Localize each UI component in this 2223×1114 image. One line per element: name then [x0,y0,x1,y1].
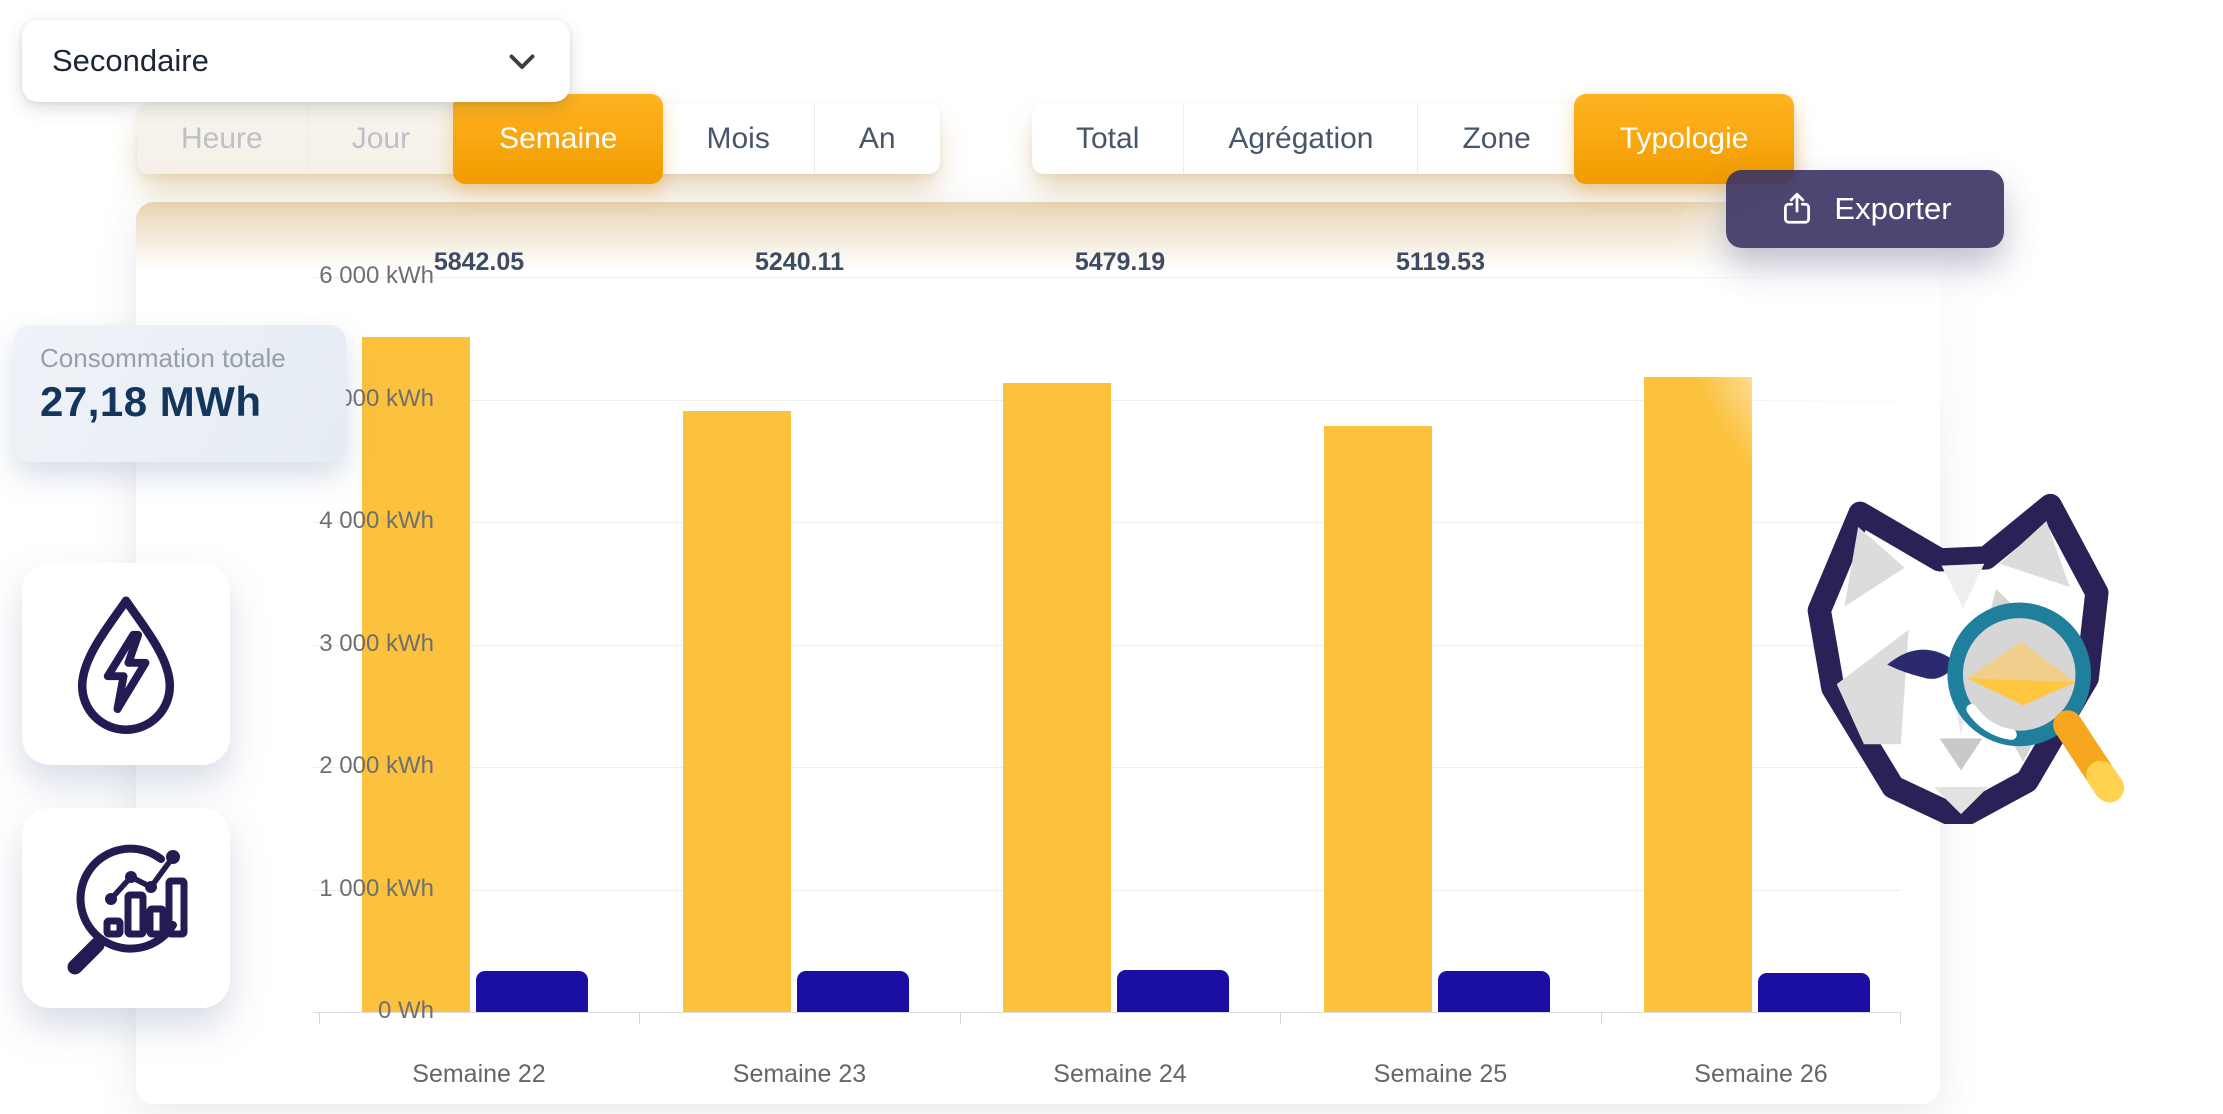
gridline [313,1012,1901,1013]
x-axis-label: Semaine 24 [1053,1060,1187,1088]
tab-mois[interactable]: Mois [706,122,770,155]
bar-barres-jaunes-semaine-26[interactable] [1644,377,1752,1012]
x-axis-label: Semaine 25 [1373,1060,1508,1088]
export-button[interactable]: Exporter [1726,170,2004,248]
bar-barres-bleues-semaine-24[interactable] [1117,969,1229,1012]
analytics-magnifier-icon [67,844,188,975]
gridline [313,277,1901,278]
total-consumption-value: 27,18 MWh [40,378,262,425]
bar-total-label: 5240.11 [755,248,844,276]
chart-panel: 6 000 kWh 5 000 kWh 4 000 kWh 3 000 kWh 2 00… [136,202,1940,1104]
bar-total-label: 5479.19 [1074,248,1166,276]
y-axis-label: 3 000 kWh [319,629,434,657]
y-axis-label: 1 000 kWh [319,874,434,902]
tab-heure[interactable]: Heure [137,104,307,174]
panda-magnifier-icon [1807,493,2125,830]
export-button-label: Exporter [1834,191,1952,226]
bar-barres-bleues-semaine-22[interactable] [476,971,588,1012]
y-axis-label: 6 000 kWh [319,262,434,289]
grouping-tabbar: Total Agrégation Zone Typologie [1032,94,1795,184]
bar-barres-jaunes-semaine-25[interactable] [1323,425,1432,1012]
y-axis-label: 4 000 kWh [319,507,434,534]
x-axis-tick [1900,1012,1901,1024]
tab-jour[interactable]: Jour [306,104,455,174]
site-selector-value: Secondaire [52,43,209,78]
x-axis-label: Semaine 22 [412,1060,546,1088]
bar-barres-jaunes-semaine-24[interactable] [1003,382,1111,1012]
y-axis-label: 2 000 kWh [319,752,434,779]
tab-semaine[interactable]: Semaine [453,94,664,184]
bar-barres-bleues-semaine-23[interactable] [796,971,909,1012]
energy-shortcut-button[interactable] [22,563,230,765]
energy-drop-icon [77,596,175,734]
chevron-down-icon [509,54,535,69]
bar-total-label: 5842.05 [433,248,525,276]
x-axis-tick [1280,1012,1282,1024]
total-consumption-title: Consommation totale [40,343,286,373]
x-axis-label: Semaine 26 [1694,1060,1828,1088]
tab-an[interactable]: An [813,104,940,174]
x-axis-label: Semaine 23 [732,1060,867,1088]
bar-barres-jaunes-semaine-22[interactable] [362,337,470,1012]
bar-total-label: 5119.53 [1396,248,1485,276]
x-axis-tick [639,1012,641,1024]
bar-barres-jaunes-semaine-23[interactable] [682,411,791,1012]
tab-agregation[interactable]: Agrégation [1183,104,1417,174]
bar-barres-bleues-semaine-25[interactable] [1437,970,1550,1012]
analytics-shortcut-button[interactable] [22,808,230,1008]
bar-chart-plot [313,277,1901,1024]
panda-magnifier-logo [1796,484,2126,830]
y-axis-label: 0 Wh [377,997,434,1024]
x-axis-tick [959,1012,961,1024]
share-upload-icon [1784,192,1811,224]
tab-zone[interactable]: Zone [1417,104,1574,174]
x-axis-tick [1600,1012,1602,1024]
total-consumption-card: Consommation totale 27,18 MWh [14,325,346,462]
tab-total[interactable]: Total [1076,122,1140,155]
period-tabbar: Heure Jour Semaine Mois An [137,94,940,184]
x-axis-tick [318,1012,320,1024]
bar-barres-bleues-semaine-26[interactable] [1758,972,1870,1012]
site-selector-dropdown[interactable]: Secondaire [22,20,570,102]
